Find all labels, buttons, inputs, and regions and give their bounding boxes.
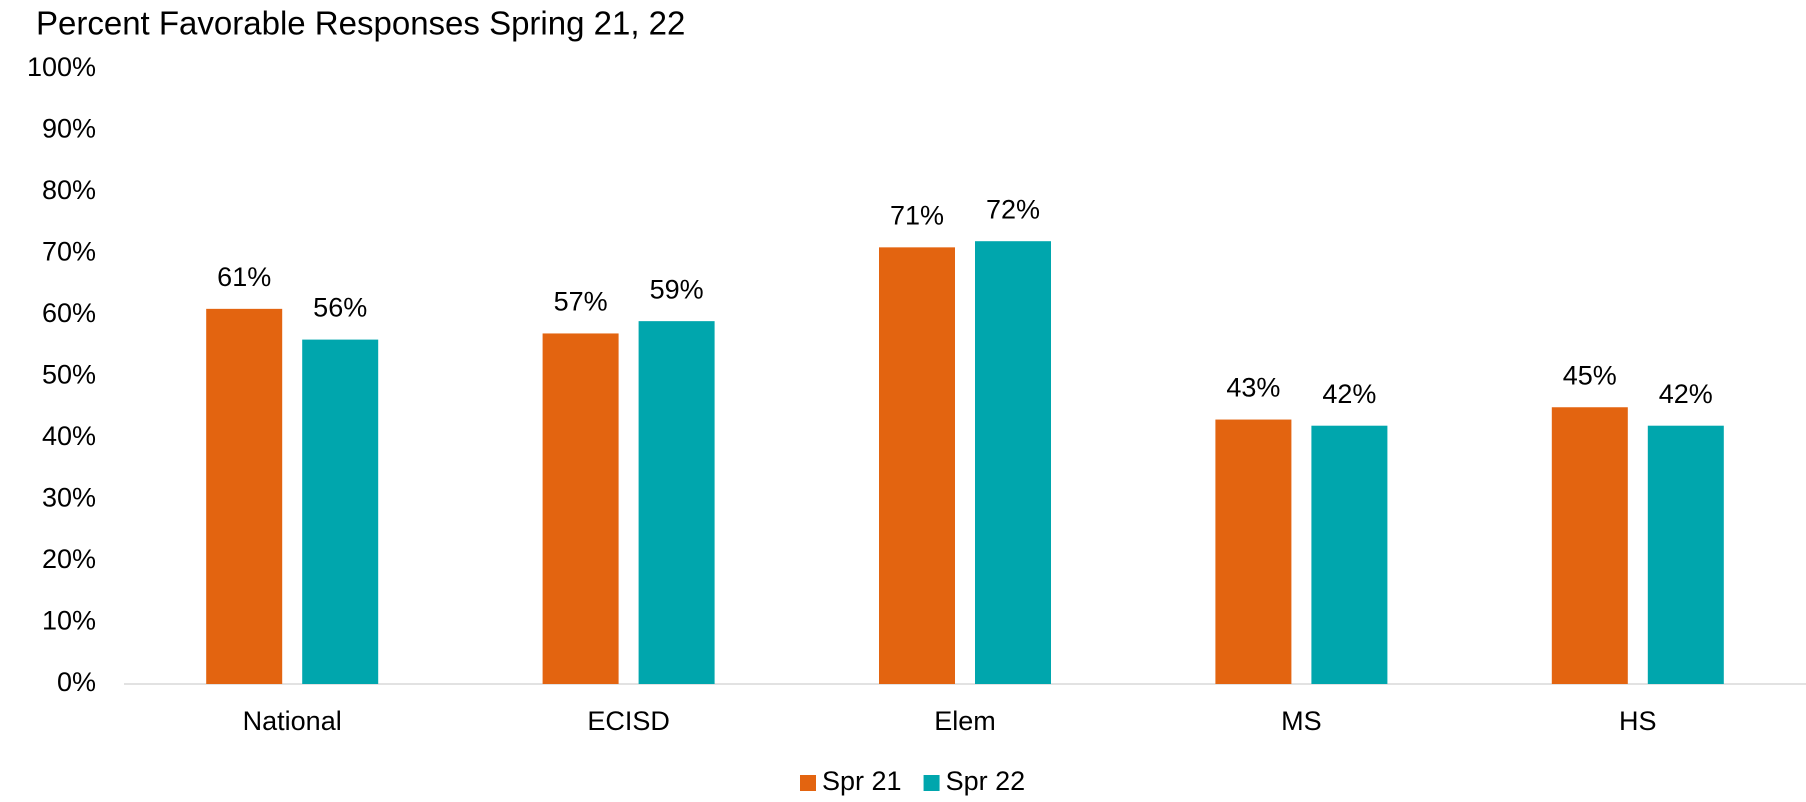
y-tick-label: 40% xyxy=(42,421,96,451)
bar xyxy=(1551,407,1628,684)
bar xyxy=(1311,425,1388,684)
data-label: 45% xyxy=(1563,360,1617,390)
bar xyxy=(1647,425,1724,684)
y-tick-label: 80% xyxy=(42,175,96,205)
data-label: 57% xyxy=(554,287,608,317)
data-label: 72% xyxy=(986,194,1040,224)
legend-swatch xyxy=(800,775,816,791)
y-tick-label: 70% xyxy=(42,237,96,267)
legend-swatch xyxy=(923,775,940,791)
data-label: 59% xyxy=(650,274,704,304)
chart-title: Percent Favorable Responses Spring 21, 2… xyxy=(36,5,685,42)
bar xyxy=(206,308,283,684)
data-label: 56% xyxy=(313,293,367,323)
y-tick-label: 100% xyxy=(27,52,96,82)
bar xyxy=(975,241,1051,684)
x-tick-label: ECISD xyxy=(587,706,670,736)
data-label: 71% xyxy=(890,200,944,230)
data-label: 43% xyxy=(1226,373,1280,403)
y-tick-label: 50% xyxy=(42,360,96,390)
data-label: 61% xyxy=(217,262,271,292)
bar xyxy=(302,339,379,684)
bar xyxy=(638,321,715,684)
y-tick-label: 90% xyxy=(42,114,96,144)
legend-label: Spr 22 xyxy=(946,766,1026,796)
y-tick-label: 10% xyxy=(42,606,96,636)
data-label: 42% xyxy=(1322,379,1376,409)
bar xyxy=(879,247,955,684)
bar xyxy=(542,333,619,684)
legend-label: Spr 21 xyxy=(822,766,902,796)
x-tick-label: MS xyxy=(1281,706,1322,736)
y-tick-label: 30% xyxy=(42,483,96,513)
x-tick-label: HS xyxy=(1619,706,1657,736)
y-tick-label: 0% xyxy=(57,667,96,697)
data-label: 42% xyxy=(1659,379,1713,409)
bar xyxy=(1215,419,1292,684)
y-tick-label: 60% xyxy=(42,298,96,328)
x-tick-label: Elem xyxy=(934,706,996,736)
y-tick-label: 20% xyxy=(42,544,96,574)
x-tick-label: National xyxy=(243,706,342,736)
